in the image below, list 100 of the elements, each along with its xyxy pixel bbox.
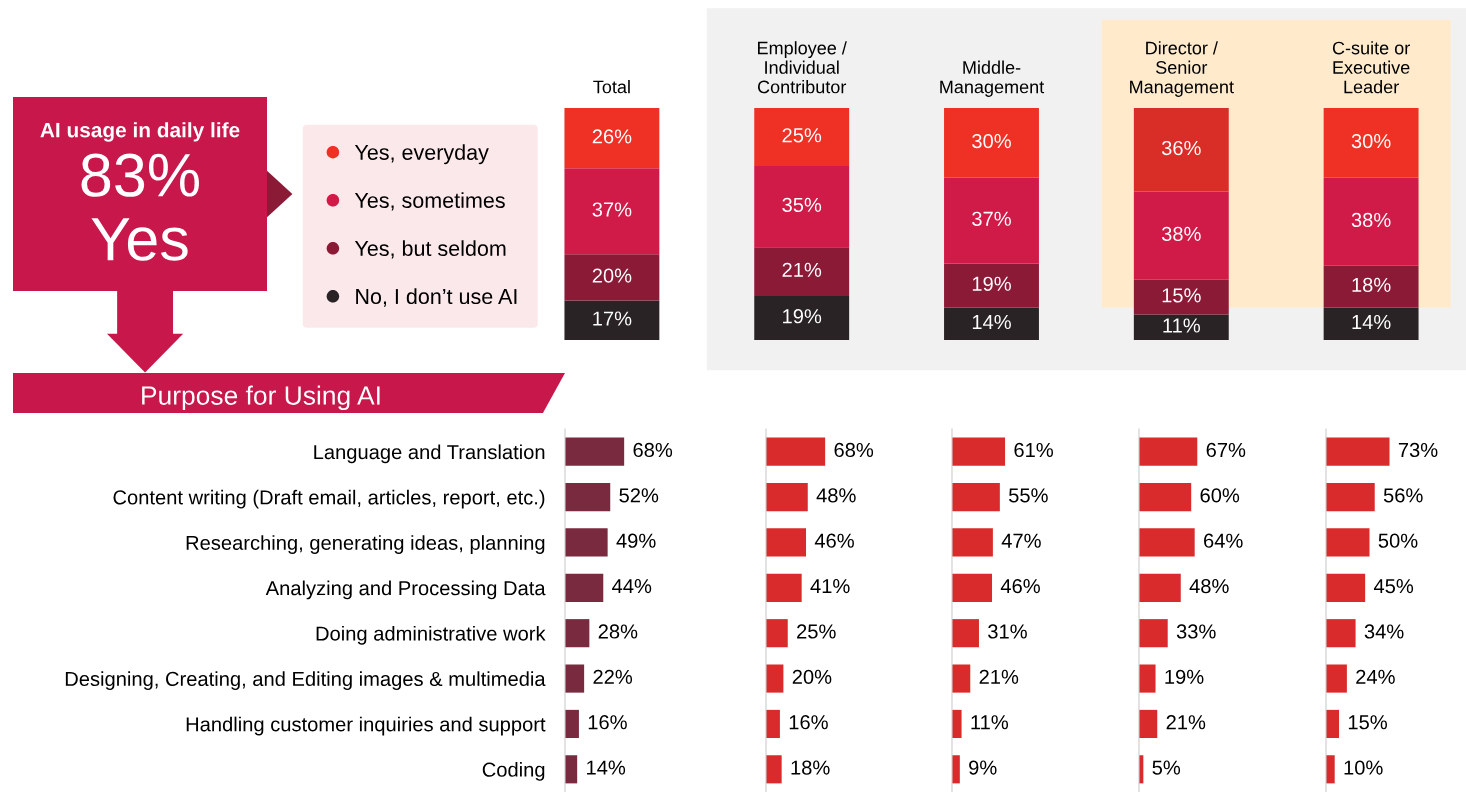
bar	[1326, 483, 1375, 512]
bar	[565, 619, 590, 648]
data-label: 52%	[619, 488, 659, 503]
y-tick-label: Content writing (Draft email, articles, report, etc.)	[113, 489, 545, 509]
bar	[565, 483, 611, 512]
y-tick-label: Coding	[482, 762, 545, 781]
bar	[564, 254, 660, 301]
data-label: 47%	[1001, 533, 1041, 548]
data-label: 14%	[587, 760, 626, 775]
data-label: 11%	[1163, 318, 1200, 333]
data-label: 55%	[1008, 488, 1048, 503]
data-label: 21%	[979, 669, 1019, 684]
y-tick-label: Designing, Creating, and Editing images & multimedia	[65, 671, 546, 691]
data-label: 44%	[612, 579, 652, 594]
legend-label: Yes, sometimes	[354, 192, 505, 211]
x-tick-label: Employee / Individual Contributor	[757, 41, 847, 94]
bar	[944, 263, 1039, 308]
bar	[766, 573, 802, 602]
text: Yes	[91, 218, 188, 261]
data-label: 17%	[593, 311, 632, 326]
data-label: 25%	[782, 128, 822, 143]
bar	[565, 664, 585, 693]
legend-label: No, I don’t use AI	[356, 288, 517, 307]
bar	[766, 437, 826, 466]
bar	[565, 755, 578, 784]
data-label: 73%	[1398, 442, 1438, 458]
bar	[766, 483, 808, 512]
data-label: 67%	[1206, 442, 1246, 458]
bar	[766, 664, 784, 693]
data-label: 5%	[1152, 760, 1181, 775]
bar	[1133, 314, 1229, 340]
data-label: 15%	[1348, 715, 1387, 730]
data-label: 36%	[1161, 140, 1201, 156]
data-label: 16%	[588, 715, 627, 730]
bar	[952, 483, 1000, 512]
bar	[1326, 755, 1335, 784]
bar	[766, 528, 807, 557]
data-label: 15%	[1162, 288, 1201, 303]
data-label: 50%	[1378, 533, 1418, 548]
data-label: 11%	[971, 715, 1009, 730]
bar	[754, 247, 850, 296]
bar	[1326, 573, 1366, 602]
data-label: 68%	[834, 442, 874, 458]
x-tick-label: Director / Senior Management	[1130, 41, 1234, 97]
bar	[1326, 619, 1356, 648]
bar	[1139, 437, 1198, 466]
data-label: 14%	[1352, 314, 1391, 330]
bar	[1326, 664, 1347, 693]
bar	[1323, 108, 1419, 178]
data-label: 10%	[1344, 760, 1383, 775]
bar	[944, 108, 1039, 178]
y-tick-label: Researching, generating ideas, planning	[186, 535, 545, 554]
bar	[754, 166, 850, 248]
y-tick-label: Analyzing and Processing Data	[265, 580, 546, 600]
y-tick-label: Language and Translation	[314, 444, 545, 464]
data-label: 31%	[988, 624, 1027, 639]
bar	[565, 528, 608, 557]
bar	[1139, 483, 1192, 512]
bar	[766, 709, 780, 738]
y-tick-label: Doing administrative work	[316, 625, 546, 645]
data-label: 33%	[1176, 624, 1216, 639]
data-label: 48%	[1189, 578, 1229, 594]
bar	[1323, 307, 1419, 340]
data-label: 25%	[797, 624, 836, 639]
x-tick-label: C-suite or Executive Leader	[1332, 41, 1410, 94]
bar	[1139, 619, 1168, 648]
bar	[952, 528, 993, 557]
bar	[944, 177, 1039, 264]
text: Purpose for Using AI	[142, 385, 380, 411]
data-label: 38%	[1351, 212, 1391, 228]
bar	[1133, 279, 1229, 315]
x-tick-label: Total	[593, 80, 630, 94]
data-label: 60%	[1200, 488, 1240, 503]
x-tick-label: Middle-Management	[940, 60, 1045, 97]
bar	[1323, 177, 1419, 266]
data-label: 64%	[1204, 533, 1243, 548]
data-label: 14%	[972, 314, 1011, 330]
bar	[766, 755, 782, 784]
data-label: 68%	[633, 442, 673, 458]
data-label: 30%	[972, 133, 1011, 149]
data-label: 37%	[592, 202, 632, 217]
bar	[1139, 528, 1195, 557]
bar	[1133, 191, 1229, 280]
data-label: 46%	[814, 533, 854, 548]
bar	[1139, 709, 1158, 738]
bar	[564, 300, 660, 340]
bar	[952, 437, 1006, 466]
data-label: 24%	[1356, 669, 1395, 684]
bar	[1326, 709, 1340, 738]
data-label: 20%	[792, 669, 832, 684]
bar	[754, 108, 850, 166]
data-label: 18%	[791, 760, 830, 775]
bar	[1323, 265, 1419, 308]
data-label: 46%	[1000, 578, 1040, 594]
data-label: 26%	[592, 129, 632, 144]
bar	[952, 664, 971, 693]
bar	[1139, 573, 1181, 602]
bar	[1139, 664, 1156, 693]
data-label: 61%	[1014, 442, 1053, 458]
bar	[766, 619, 788, 648]
